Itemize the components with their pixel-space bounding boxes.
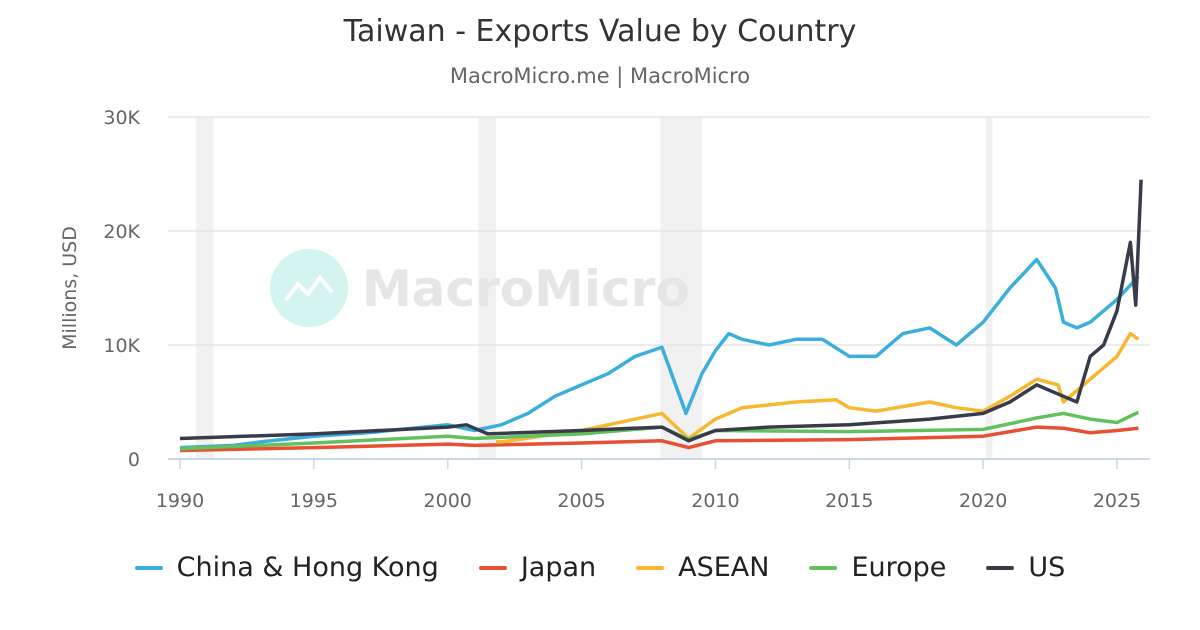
y-tick-label: 30K — [103, 107, 140, 129]
series-line-europe — [179, 410, 1140, 451]
legend-item-europe[interactable]: Europe — [809, 552, 946, 583]
x-tick-label: 2015 — [825, 490, 873, 512]
recession-band — [985, 117, 993, 459]
watermark-logo-icon — [270, 249, 348, 327]
x-tick-label: 2005 — [557, 490, 605, 512]
legend-swatch — [478, 565, 507, 570]
y-tick-label: 0 — [128, 449, 140, 471]
series-line-japan — [179, 425, 1139, 453]
x-tick-label: 2000 — [424, 490, 472, 512]
legend-label: US — [1028, 552, 1066, 583]
recession-band — [196, 117, 214, 459]
chart-title: Taiwan - Exports Value by Country — [343, 14, 857, 49]
y-tick-label: 20K — [103, 221, 140, 243]
x-tick-label: 2020 — [959, 490, 1007, 512]
legend-label: China & Hong Kong — [176, 552, 439, 583]
legend-swatch — [809, 565, 838, 570]
x-tick-label: 2010 — [691, 490, 739, 512]
x-tick-label: 1995 — [290, 490, 338, 512]
legend-label: Europe — [851, 552, 947, 583]
legend-item-china-hong-kong[interactable]: China & Hong Kong — [134, 552, 439, 583]
x-tick-label: 1990 — [156, 490, 204, 512]
series-line-us — [179, 179, 1143, 443]
legend-label: Japan — [520, 552, 597, 583]
legend-swatch — [636, 565, 665, 570]
x-tick-label: 2025 — [1093, 490, 1141, 512]
series-line-asean — [495, 331, 1140, 444]
legend-swatch — [134, 565, 163, 570]
legend-swatch — [986, 565, 1015, 570]
watermark-chart-icon — [284, 274, 334, 302]
chart-subtitle: MacroMicro.me | MacroMicro — [449, 64, 751, 88]
recession-band — [478, 117, 496, 459]
legend-label: ASEAN — [678, 552, 770, 583]
y-tick-label: 10K — [103, 335, 140, 357]
watermark-text: MacroMicro — [362, 260, 690, 318]
legend: China & Hong Kong Japan ASEAN Europe US — [0, 552, 1200, 583]
legend-item-us[interactable]: US — [986, 552, 1065, 583]
legend-item-asean[interactable]: ASEAN — [636, 552, 769, 583]
legend-item-japan[interactable]: Japan — [478, 552, 597, 583]
y-axis-label: Millions, USD — [59, 226, 81, 350]
